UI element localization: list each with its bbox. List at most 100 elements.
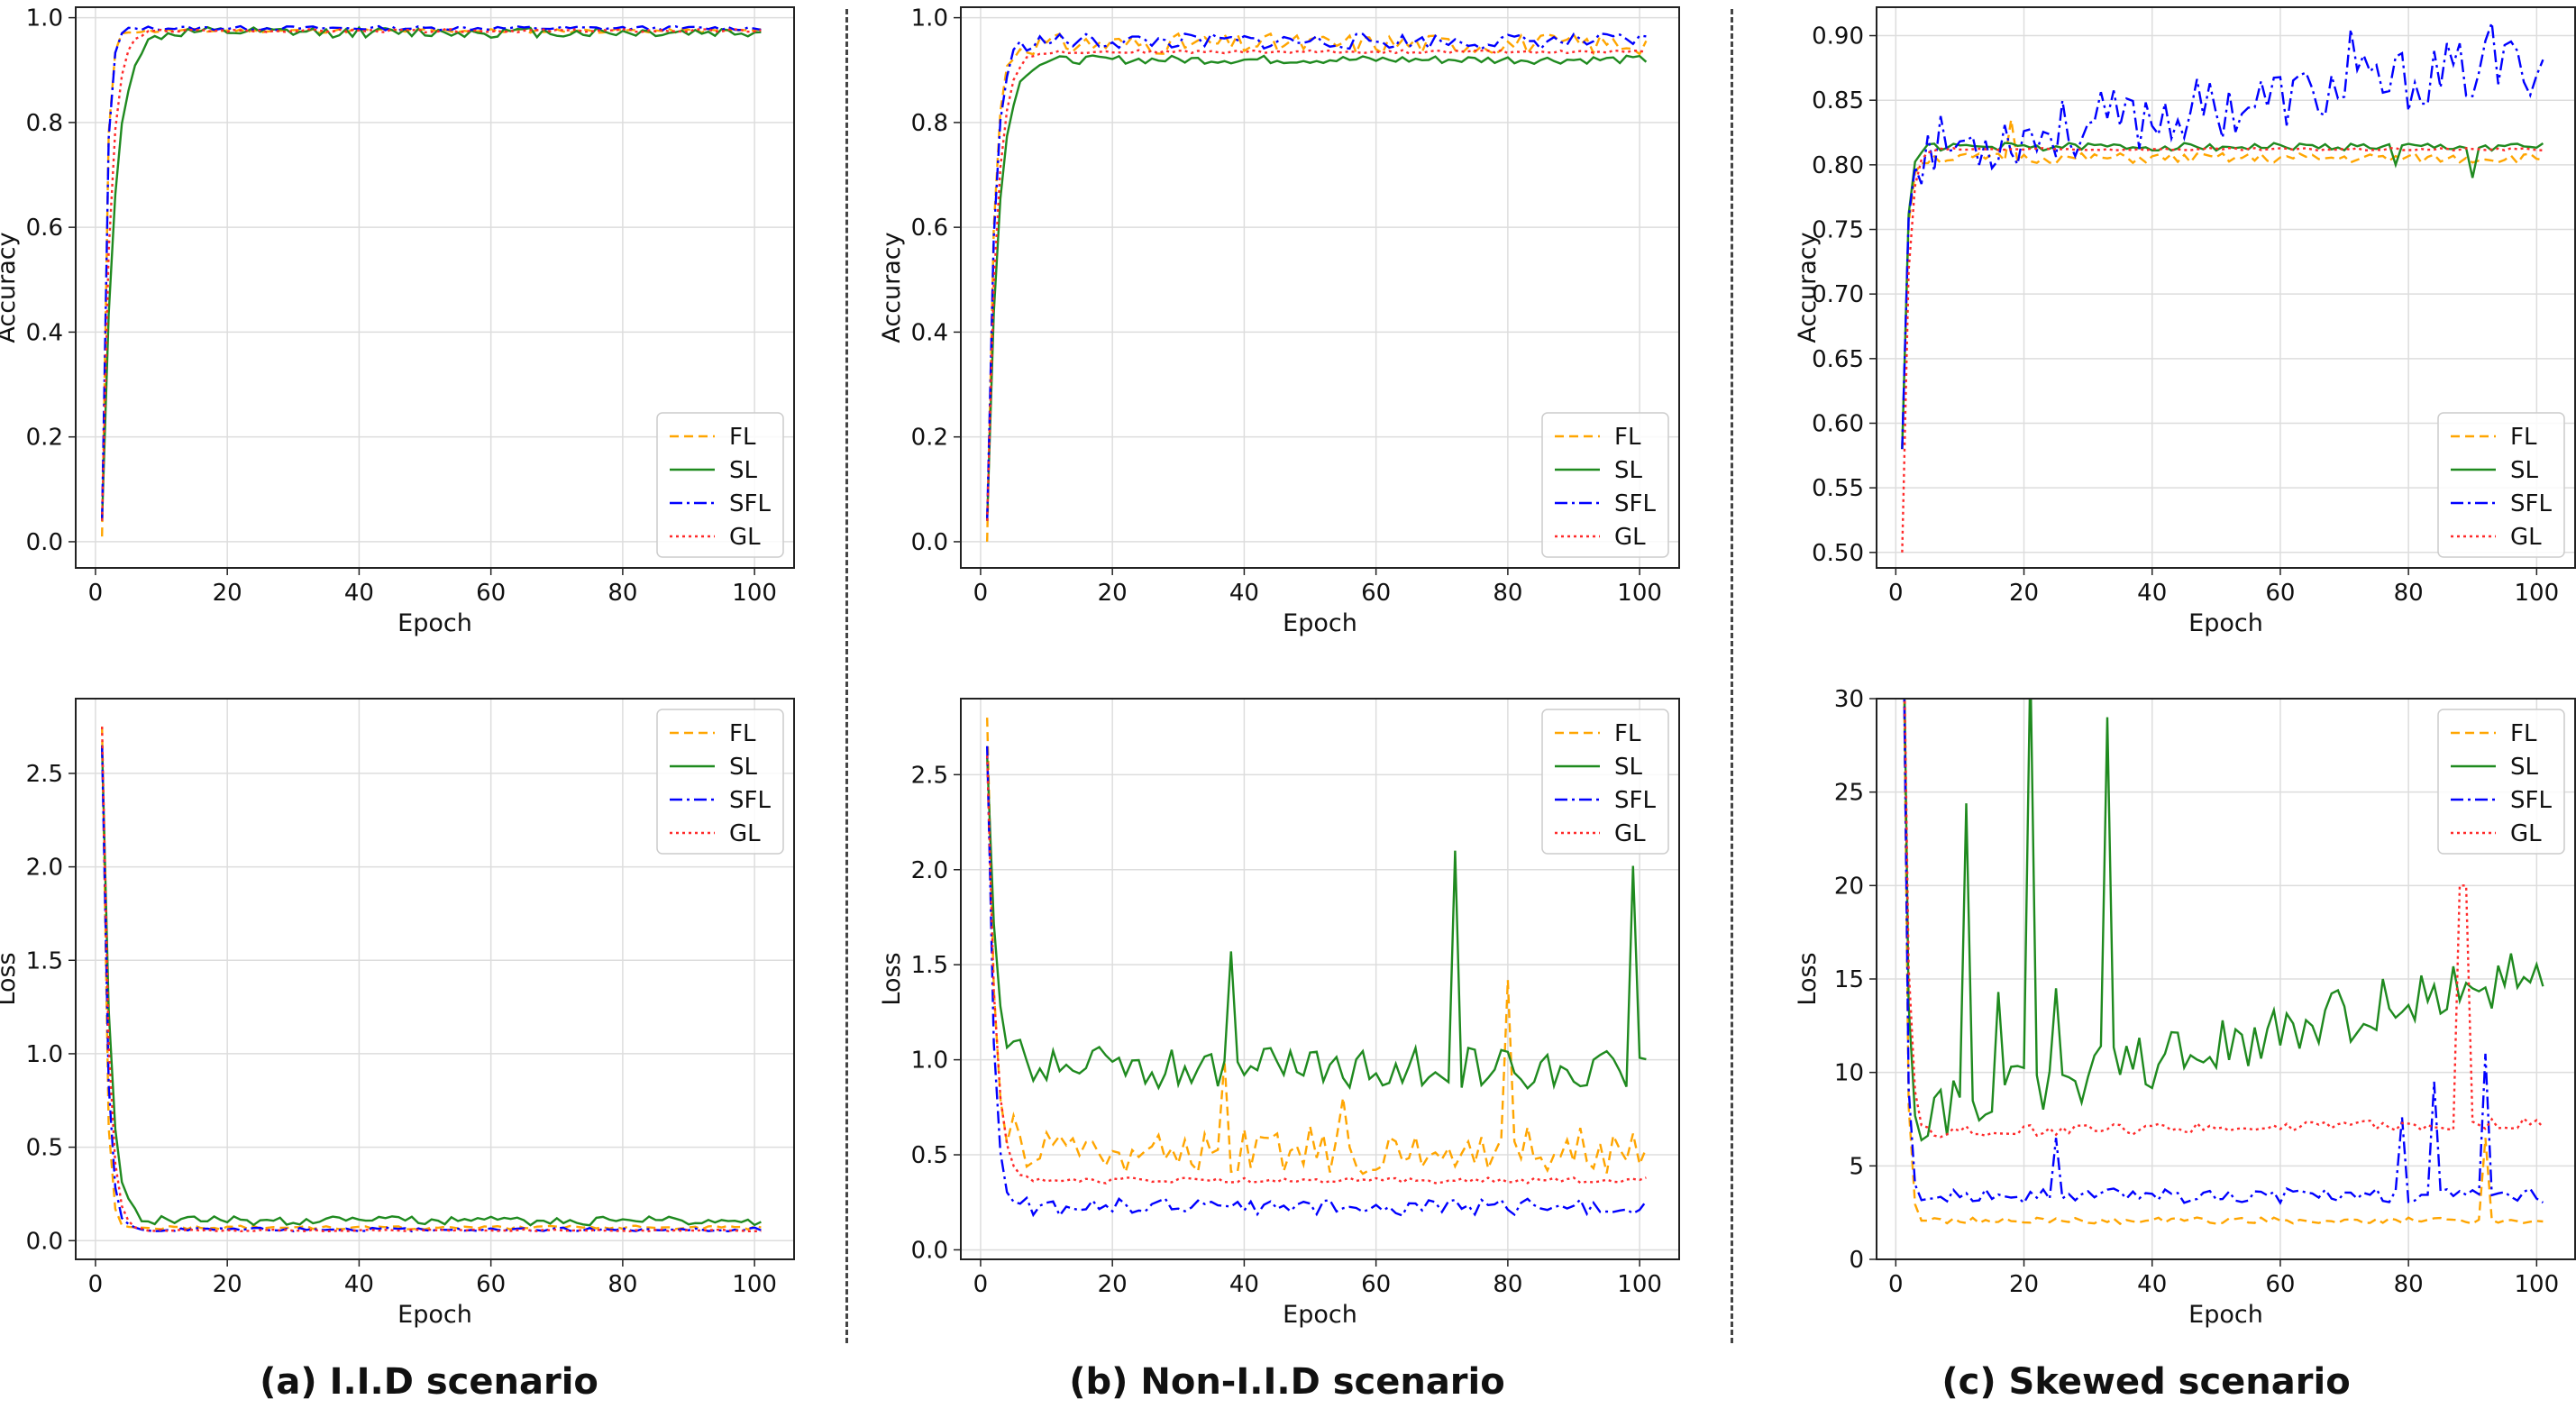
y-tick-label: 0.80 bbox=[1812, 152, 1864, 179]
caption-c: (c) Skewed scenario bbox=[1941, 1361, 2351, 1403]
x-tick-label: 40 bbox=[1229, 580, 1259, 607]
y-axis-label: Loss bbox=[0, 952, 21, 1005]
y-tick-label: 0.6 bbox=[911, 215, 948, 242]
y-tick-label: 2.5 bbox=[26, 761, 63, 788]
x-tick-label: 0 bbox=[1888, 580, 1904, 607]
chart-c-top: 0 20 40 60 80 100 0.50 0.55 0.60 0.65 0.70 0.75 0.80… bbox=[1794, 6, 2576, 637]
x-axis-label: Epoch bbox=[2188, 609, 2263, 637]
y-tick-label: 2.5 bbox=[911, 762, 948, 789]
x-axis-label: Epoch bbox=[1283, 609, 1357, 637]
legend-label-fl: FL bbox=[2510, 424, 2537, 451]
series-fl-line bbox=[101, 727, 762, 1231]
y-tick-label: 0.65 bbox=[1812, 346, 1864, 373]
x-tick-label: 0 bbox=[973, 580, 989, 607]
plot-frame bbox=[960, 698, 1680, 1260]
y-tick-label: 0.70 bbox=[1812, 281, 1864, 308]
legend-label-sfl: SFL bbox=[1614, 490, 1656, 517]
x-tick-label: 40 bbox=[2137, 580, 2167, 607]
y-tick-label: 0.50 bbox=[1812, 540, 1864, 567]
legend-label-sfl: SFL bbox=[1614, 787, 1656, 814]
divider-2 bbox=[1731, 9, 1733, 1343]
y-axis-label: Accuracy bbox=[878, 232, 906, 343]
series-sl-line bbox=[101, 745, 762, 1227]
x-tick-label: 60 bbox=[476, 1271, 506, 1298]
x-tick-label: 0 bbox=[88, 580, 104, 607]
legend-label-gl: GL bbox=[729, 820, 761, 847]
chart-c-bottom: 0 20 40 60 80 100 0 5 10 15 20 25 30 Epoch Loss FL SL SFL… bbox=[1794, 686, 2576, 1329]
legend-box bbox=[656, 412, 784, 558]
series-sl-line bbox=[986, 755, 1647, 1091]
x-tick-label: 20 bbox=[1098, 1271, 1128, 1298]
y-tick-label: 0.55 bbox=[1812, 475, 1864, 502]
y-tick-label: 20 bbox=[1834, 873, 1864, 900]
x-tick-label: 80 bbox=[2394, 1271, 2424, 1298]
y-tick-label: 5 bbox=[1849, 1153, 1864, 1180]
x-tick-label: 0 bbox=[88, 1271, 104, 1298]
caption-a: (a) I.I.D scenario bbox=[260, 1361, 598, 1403]
legend-label-sfl: SFL bbox=[729, 787, 771, 814]
legend-label-gl: GL bbox=[1614, 820, 1646, 847]
x-tick-label: 80 bbox=[1493, 580, 1522, 607]
x-axis-label: Epoch bbox=[1283, 1301, 1357, 1329]
series-sl-line bbox=[986, 54, 1648, 521]
x-tick-label: 20 bbox=[213, 580, 242, 607]
x-tick-label: 80 bbox=[607, 1271, 637, 1298]
y-tick-label: 2.0 bbox=[911, 857, 948, 884]
x-tick-label: 40 bbox=[344, 1271, 374, 1298]
series-fl-line bbox=[986, 718, 1648, 1176]
series-sl-line bbox=[1903, 699, 2544, 1142]
plot-frame bbox=[1876, 6, 2576, 569]
x-tick-label: 0 bbox=[973, 1271, 989, 1298]
x-tick-label: 60 bbox=[1361, 1271, 1391, 1298]
series-sl-line bbox=[1901, 142, 2544, 450]
y-tick-label: 0.0 bbox=[26, 529, 63, 556]
y-tick-label: 0.4 bbox=[911, 319, 948, 346]
legend-label-fl: FL bbox=[729, 424, 756, 451]
series-sfl-line bbox=[1903, 699, 2544, 1205]
x-tick-label: 80 bbox=[1493, 1271, 1522, 1298]
plot-frame bbox=[960, 6, 1680, 569]
x-tick-label: 60 bbox=[476, 580, 506, 607]
y-axis-label: Accuracy bbox=[1794, 232, 1822, 343]
x-tick-label: 60 bbox=[2265, 580, 2295, 607]
x-axis-label: Epoch bbox=[2188, 1301, 2263, 1329]
plot-frame bbox=[75, 6, 795, 569]
y-tick-label: 1.0 bbox=[911, 5, 948, 32]
y-tick-label: 1.0 bbox=[26, 5, 63, 32]
x-tick-label: 80 bbox=[607, 580, 637, 607]
x-tick-label: 100 bbox=[2515, 1271, 2560, 1298]
series-sfl-line bbox=[1901, 22, 2544, 450]
legend-box bbox=[656, 709, 784, 855]
series-gl-line bbox=[1901, 146, 2544, 553]
legend-box bbox=[2437, 709, 2565, 855]
y-tick-label: 0.5 bbox=[911, 1142, 948, 1169]
series-fl-line bbox=[101, 27, 762, 537]
legend-label-sl: SL bbox=[1614, 457, 1643, 484]
x-tick-label: 60 bbox=[1361, 580, 1391, 607]
x-tick-label: 40 bbox=[2137, 1271, 2167, 1298]
series-gl-line bbox=[1904, 699, 2544, 1139]
chart-b-top: 0 20 40 60 80 100 0.0 0.2 0.4 0.6 0.8 1.0 Epoch Accur… bbox=[878, 5, 1680, 637]
series-gl-line bbox=[986, 755, 1647, 1185]
legend-box bbox=[1541, 412, 1669, 558]
y-tick-label: 0.6 bbox=[26, 215, 63, 242]
series-sfl-line bbox=[986, 32, 1647, 521]
legend-label-gl: GL bbox=[1614, 524, 1646, 551]
y-tick-label: 0.8 bbox=[26, 110, 63, 137]
x-axis-label: Epoch bbox=[397, 609, 472, 637]
series-sfl-line bbox=[986, 746, 1648, 1218]
y-tick-label: 0.5 bbox=[26, 1135, 63, 1162]
y-tick-label: 0.2 bbox=[911, 425, 948, 452]
y-tick-label: 0.0 bbox=[26, 1228, 63, 1255]
series-sfl-line bbox=[101, 745, 762, 1233]
y-axis-label: Loss bbox=[1794, 952, 1822, 1005]
x-tick-label: 100 bbox=[1617, 580, 1662, 607]
x-tick-label: 40 bbox=[344, 580, 374, 607]
y-tick-label: 1.5 bbox=[26, 947, 63, 974]
y-tick-label: 1.0 bbox=[26, 1041, 63, 1068]
y-axis-label: Accuracy bbox=[0, 232, 21, 343]
legend-label-gl: GL bbox=[2510, 524, 2542, 551]
series-sfl-line bbox=[101, 24, 762, 521]
legend-label-sl: SL bbox=[2510, 457, 2539, 484]
legend-label-sfl: SFL bbox=[2510, 490, 2552, 517]
